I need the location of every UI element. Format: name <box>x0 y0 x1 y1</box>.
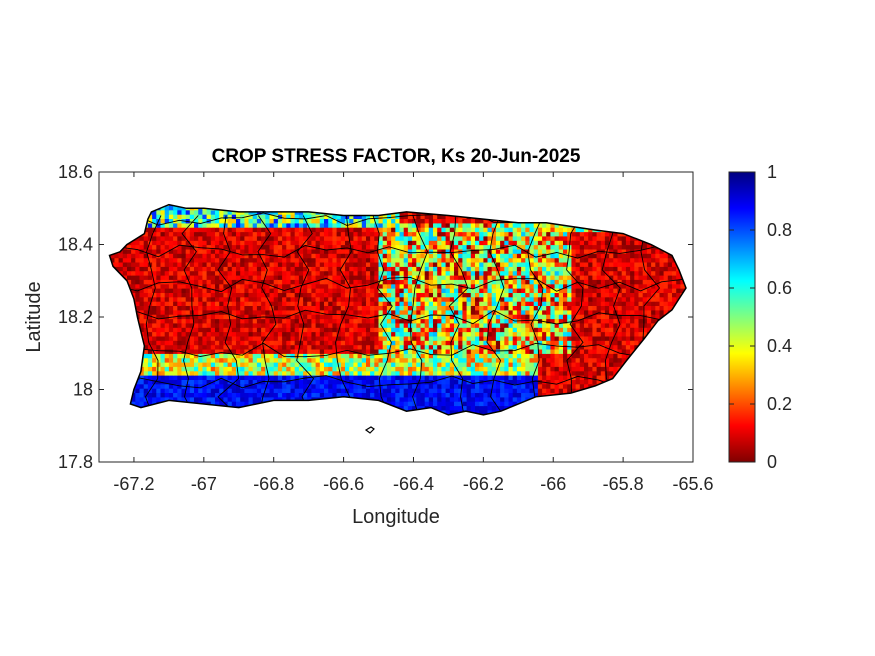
y-axis-label: Latitude <box>23 281 45 352</box>
y-tick-label: 18 <box>73 380 93 400</box>
colorbar-tick-label: 0 <box>767 452 777 472</box>
x-tick-label: -66.4 <box>393 474 434 494</box>
colorbar-ticks: 0 0.2 0.4 0.6 0.8 1 <box>729 162 792 472</box>
x-tick-label: -66 <box>540 474 566 494</box>
x-tick-label: -65.6 <box>672 474 713 494</box>
x-tick-label: -65.8 <box>603 474 644 494</box>
y-tick-label: 18.2 <box>58 307 93 327</box>
colorbar-tick-label: 0.2 <box>767 394 792 414</box>
x-axis-label: Longitude <box>352 506 440 528</box>
y-axis: 17.8 18 18.2 18.4 18.6 <box>58 162 693 472</box>
x-tick-label: -67 <box>191 474 217 494</box>
colorbar-tick-label: 1 <box>767 162 777 182</box>
x-tick-label: -66.2 <box>463 474 504 494</box>
island-outline <box>108 203 687 416</box>
colorbar-tick-label: 0.4 <box>767 336 792 356</box>
x-tick-label: -66.8 <box>253 474 294 494</box>
x-axis: -67.2 -67 -66.8 -66.6 -66.4 -66.2 -66 -65.8 -65.… <box>113 172 714 494</box>
colorbar-tick-label: 0.6 <box>767 278 792 298</box>
small-islet <box>364 426 375 434</box>
x-tick-label: -66.6 <box>323 474 364 494</box>
colorbar <box>728 171 756 463</box>
colorbar-tick-label: 0.8 <box>767 220 792 240</box>
y-tick-label: 18.6 <box>58 162 93 182</box>
x-tick-label: -67.2 <box>113 474 154 494</box>
y-tick-label: 17.8 <box>58 452 93 472</box>
chart-title: CROP STRESS FACTOR, Ks 20-Jun-2025 <box>212 146 581 167</box>
y-tick-label: 18.4 <box>58 235 93 255</box>
